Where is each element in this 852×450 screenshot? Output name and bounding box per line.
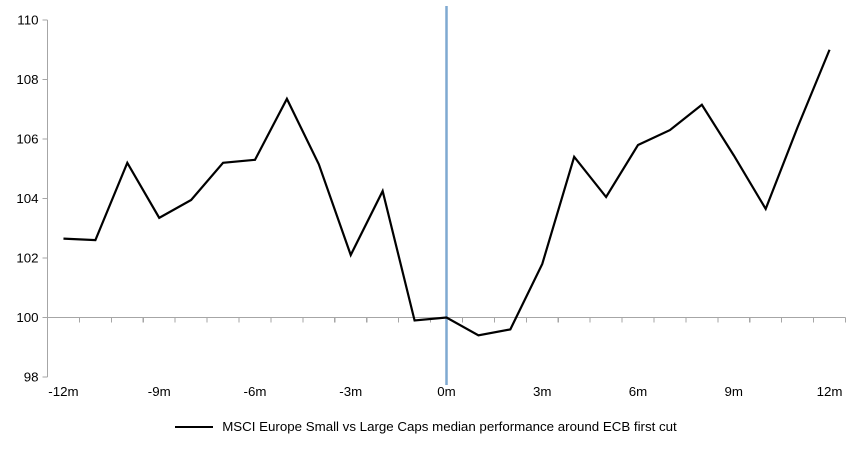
legend-line-sample (175, 426, 214, 428)
series-line (63, 49, 831, 337)
y-axis-label: 98 (24, 370, 39, 385)
x-axis-label: -6m (244, 384, 267, 399)
y-axis-label: 108 (16, 72, 38, 87)
y-axis-label: 104 (16, 191, 38, 206)
x-axis-label: 12m (817, 384, 843, 399)
x-axis-label: 6m (629, 384, 647, 399)
y-axis-label: 110 (17, 13, 38, 28)
y-axis-label: 106 (16, 132, 38, 147)
x-axis-label: 0m (437, 384, 455, 399)
x-axis-label: 9m (725, 384, 743, 399)
x-axis-label: 3m (533, 384, 551, 399)
y-axis-label: 100 (16, 310, 38, 325)
y-axis-label: 102 (16, 251, 38, 266)
x-axis-label: -9m (148, 384, 171, 399)
legend-label: MSCI Europe Small vs Large Caps median p… (222, 419, 677, 434)
x-axis-label: -12m (48, 384, 78, 399)
legend: MSCI Europe Small vs Large Caps median p… (0, 419, 852, 435)
x-axis-label: -3m (339, 384, 362, 399)
